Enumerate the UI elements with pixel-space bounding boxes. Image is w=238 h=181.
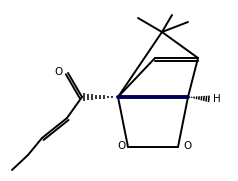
Text: H: H xyxy=(213,94,221,104)
Text: O: O xyxy=(183,141,191,151)
Text: O: O xyxy=(55,67,63,77)
Text: O: O xyxy=(118,141,126,151)
